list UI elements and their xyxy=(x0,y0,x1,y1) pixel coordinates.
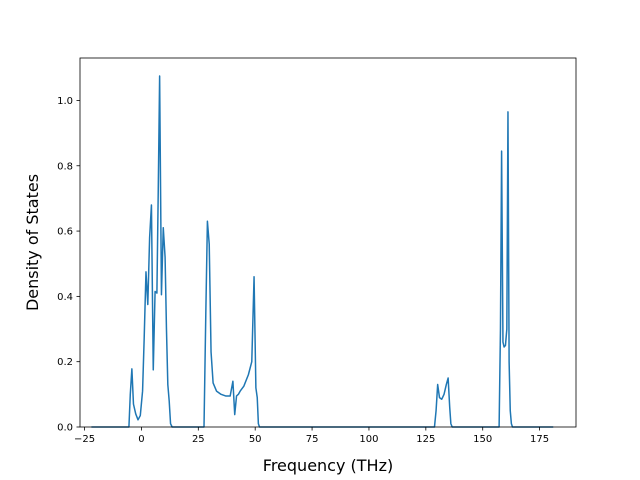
x-tick-label: 175 xyxy=(530,434,549,445)
y-tick-label: 0.0 xyxy=(57,423,73,434)
x-tick-label: 50 xyxy=(249,434,262,445)
x-tick-label: −25 xyxy=(74,434,95,445)
x-axis-label: Frequency (THz) xyxy=(263,456,393,475)
y-tick-label: 1.0 xyxy=(57,96,73,107)
x-tick-label: 75 xyxy=(306,434,319,445)
x-axis: −25 0 25 50 75 100 125 150 175 xyxy=(74,427,549,445)
dos-line-0 xyxy=(91,75,554,428)
plot-area xyxy=(91,75,554,428)
y-axis: 0.0 0.2 0.4 0.6 0.8 1.0 xyxy=(57,96,80,434)
y-tick-label: 0.4 xyxy=(57,292,73,303)
x-tick-label: 100 xyxy=(359,434,378,445)
axes-frame xyxy=(79,57,577,428)
y-tick-label: 0.2 xyxy=(57,357,73,368)
x-tick-label: 125 xyxy=(416,434,435,445)
y-tick-label: 0.8 xyxy=(57,161,73,172)
x-tick-label: 150 xyxy=(473,434,492,445)
x-tick-label: 0 xyxy=(138,434,144,445)
x-tick-label: 25 xyxy=(192,434,205,445)
y-axis-label: Density of States xyxy=(23,174,42,311)
y-tick-label: 0.6 xyxy=(57,227,73,238)
